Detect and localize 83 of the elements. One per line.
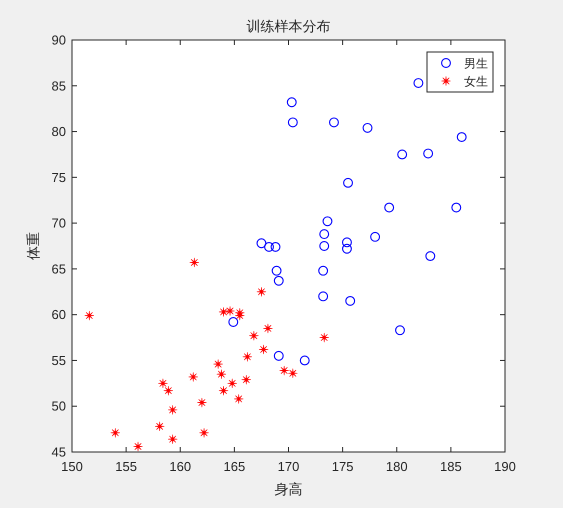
x-tick-label: 160: [169, 459, 192, 474]
point: [225, 306, 235, 316]
point: [168, 434, 178, 444]
y-tick-label: 85: [52, 78, 66, 94]
y-tick-label: 60: [52, 307, 66, 322]
legend-label: 女生: [464, 74, 488, 88]
point: [397, 149, 408, 160]
point: [154, 422, 164, 432]
chart-title: 训练样本分布: [246, 19, 330, 35]
point: [258, 344, 268, 354]
point: [190, 258, 200, 268]
y-tick-label: 75: [52, 170, 66, 185]
point: [451, 202, 462, 212]
point: [228, 378, 237, 388]
y-tick-label: 55: [52, 352, 66, 368]
point: [320, 332, 329, 342]
point: [342, 237, 352, 248]
point: [84, 310, 94, 320]
point: [274, 276, 284, 286]
legend-label: 男生: [464, 56, 488, 70]
point: [343, 178, 353, 188]
x-tick-label: 170: [278, 459, 300, 474]
point: [329, 117, 339, 128]
point: [256, 238, 266, 248]
point: [300, 355, 310, 366]
point: [384, 202, 394, 212]
point: [288, 117, 298, 128]
point: [264, 242, 274, 252]
point: [228, 317, 238, 327]
y-tick-label: 70: [52, 216, 66, 231]
point: [158, 378, 168, 388]
point: [270, 242, 280, 252]
point: [197, 398, 207, 408]
x-tick-label: 185: [440, 459, 462, 474]
x-tick-label: 155: [115, 459, 137, 474]
point: [319, 229, 330, 240]
y-tick-label: 90: [52, 32, 66, 48]
point: [164, 386, 174, 396]
point: [199, 428, 209, 438]
point: [286, 97, 297, 108]
point: [395, 325, 405, 336]
point: [256, 287, 266, 296]
x-tick-label: 180: [386, 459, 408, 474]
point: [216, 369, 226, 379]
point: [263, 324, 273, 334]
x-tick-label: 190: [494, 459, 516, 474]
point: [318, 266, 328, 276]
point: [242, 374, 251, 384]
point: [370, 232, 380, 242]
x-tick-label: 165: [224, 459, 246, 474]
point: [235, 310, 244, 320]
point: [318, 291, 328, 302]
point: [456, 132, 467, 142]
point: [425, 251, 436, 262]
point: [110, 428, 120, 438]
point: [279, 366, 289, 376]
point: [322, 216, 332, 226]
point: [345, 296, 356, 306]
y-tick-label: 65: [52, 261, 66, 276]
point: [274, 350, 284, 361]
point: [342, 244, 352, 254]
point: [218, 307, 228, 317]
point: [423, 148, 434, 158]
y-tick-label: 45: [52, 444, 66, 460]
x-tick-label: 150: [61, 459, 83, 474]
point: [413, 78, 424, 88]
point: [319, 241, 330, 251]
point: [249, 331, 259, 340]
point: [213, 359, 223, 369]
y-axis-title: 体重: [26, 232, 42, 260]
point: [218, 386, 228, 396]
point: [133, 442, 143, 452]
point: [188, 372, 198, 382]
point: [288, 368, 298, 378]
point: [234, 394, 244, 404]
point: [272, 266, 282, 276]
y-tick-label: 50: [52, 398, 66, 414]
x-axis-title: 身高: [274, 482, 302, 498]
point: [242, 352, 252, 362]
x-tick-label: 175: [332, 459, 354, 474]
point: [168, 405, 178, 415]
point: [362, 122, 372, 133]
y-tick-label: 80: [52, 124, 66, 140]
